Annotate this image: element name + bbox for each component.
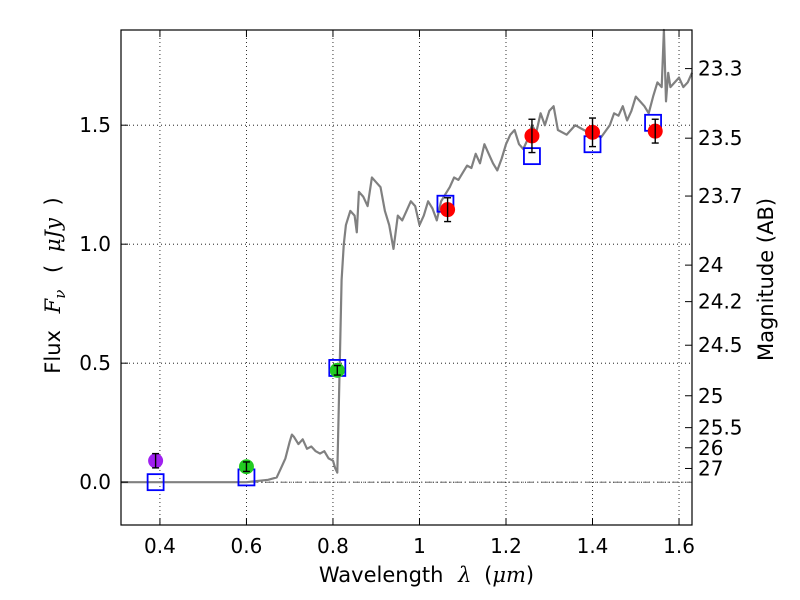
y2-tick-label: 23.3: [698, 57, 743, 81]
x-axis-label-unit: μm: [492, 563, 526, 587]
y-axis-label-subscript: ν: [51, 290, 69, 299]
y2-tick-label: 27: [698, 456, 723, 480]
y2-tick-label: 25.5: [698, 416, 743, 440]
x-axis-label-unit-open: (: [484, 563, 492, 587]
y-tick-label: 0.5: [79, 351, 111, 375]
y2-tick-label: 24.5: [698, 333, 743, 357]
y2-tick-label: 24.2: [698, 290, 743, 314]
x-tick-label: 1.4: [577, 534, 609, 558]
y-tick-label: 1.0: [79, 232, 111, 256]
x-tick-label: 1.6: [663, 534, 695, 558]
x-axis-label-symbol: λ: [457, 563, 471, 587]
y2-tick-label: 23.5: [698, 126, 743, 150]
spectrum-line: [121, 28, 694, 484]
grid: [121, 30, 692, 525]
y2-tick-label: 23.7: [698, 184, 743, 208]
series-layer: [121, 28, 694, 492]
y-axis-label-prefix: Flux: [41, 330, 65, 374]
y2-tick-label: 25: [698, 384, 723, 408]
ticks: 0.4 0.6 0.8 1 1.2 1.4 1.6 0.0 0.5 1.0 1.5 23.3 23.5 2…: [79, 30, 743, 558]
x-tick-label: 1.2: [490, 534, 522, 558]
x-tick-label: 0.6: [231, 534, 263, 558]
x-tick-label: 0.4: [144, 534, 176, 558]
y-axis-label-unit-close: ): [41, 197, 65, 205]
x-axis-label-prefix: Wavelength: [319, 563, 444, 587]
right-axis-label: Magnitude (AB): [754, 198, 778, 361]
x-axis-label: Wavelength λ (μm): [319, 563, 534, 587]
x-axis-label-unit-close: ): [526, 563, 534, 587]
y2-tick-label: 24: [698, 253, 723, 277]
y-axis-label-unit: μJy: [41, 217, 65, 252]
y-tick-label: 0.0: [79, 470, 111, 494]
plot-frame: [120, 29, 693, 526]
y2-tick-label: 26: [698, 436, 723, 460]
model-photometry-square: [146, 473, 165, 492]
x-tick-label: 0.8: [317, 534, 349, 558]
y-axis-label-symbol: F: [41, 297, 65, 314]
y-tick-label: 1.5: [79, 113, 111, 137]
y-axis-label-unit-open: (: [41, 265, 65, 273]
x-tick-label: 1: [413, 534, 426, 558]
y-axis-label: Flux Fν ( μJy ): [41, 197, 70, 373]
